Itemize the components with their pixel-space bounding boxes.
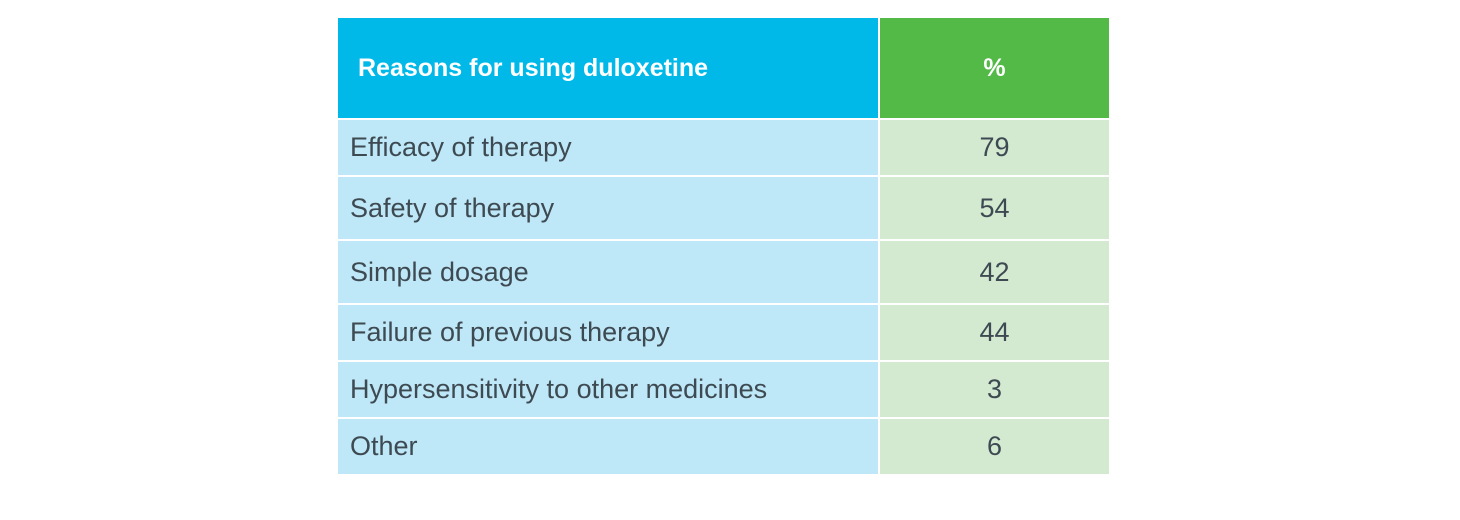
percent-value: 79 (979, 132, 1010, 162)
reason-text: Safety of therapy (350, 192, 555, 223)
table-row: Other 6 (338, 417, 1109, 474)
percent-value: 42 (979, 256, 1010, 287)
reason-cell: Failure of previous therapy (338, 305, 880, 360)
reason-cell: Hypersensitivity to other medicines (338, 362, 880, 417)
percent-value: 54 (979, 192, 1010, 223)
reason-text: Failure of previous therapy (350, 317, 670, 347)
percent-cell: 79 (880, 120, 1109, 175)
header-reason-label: Reasons for using duloxetine (358, 53, 709, 82)
percent-value: 44 (979, 317, 1010, 347)
reason-cell: Simple dosage (338, 241, 880, 303)
reason-text: Other (350, 431, 418, 461)
table-row: Simple dosage 42 (338, 239, 1109, 303)
percent-value: 6 (986, 431, 1003, 461)
percent-cell: 44 (880, 305, 1109, 360)
table-header-row: Reasons for using duloxetine % (338, 18, 1109, 118)
table-row: Failure of previous therapy 44 (338, 303, 1109, 360)
reason-text: Hypersensitivity to other medicines (350, 374, 768, 404)
percent-cell: 6 (880, 419, 1109, 474)
reason-text: Simple dosage (350, 256, 529, 287)
table-row: Efficacy of therapy 79 (338, 118, 1109, 175)
table-row: Safety of therapy 54 (338, 175, 1109, 239)
percent-cell: 42 (880, 241, 1109, 303)
header-reason-cell: Reasons for using duloxetine (338, 18, 880, 118)
percent-value: 3 (986, 374, 1003, 404)
reason-cell: Safety of therapy (338, 177, 880, 239)
header-percent-cell: % (880, 18, 1109, 118)
table-row: Hypersensitivity to other medicines 3 (338, 360, 1109, 417)
duloxetine-reasons-table: Reasons for using duloxetine % Efficacy … (338, 18, 1109, 474)
reason-cell: Other (338, 419, 880, 474)
percent-cell: 3 (880, 362, 1109, 417)
reason-text: Efficacy of therapy (350, 132, 572, 162)
percent-cell: 54 (880, 177, 1109, 239)
header-percent-label: % (983, 53, 1006, 82)
reason-cell: Efficacy of therapy (338, 120, 880, 175)
